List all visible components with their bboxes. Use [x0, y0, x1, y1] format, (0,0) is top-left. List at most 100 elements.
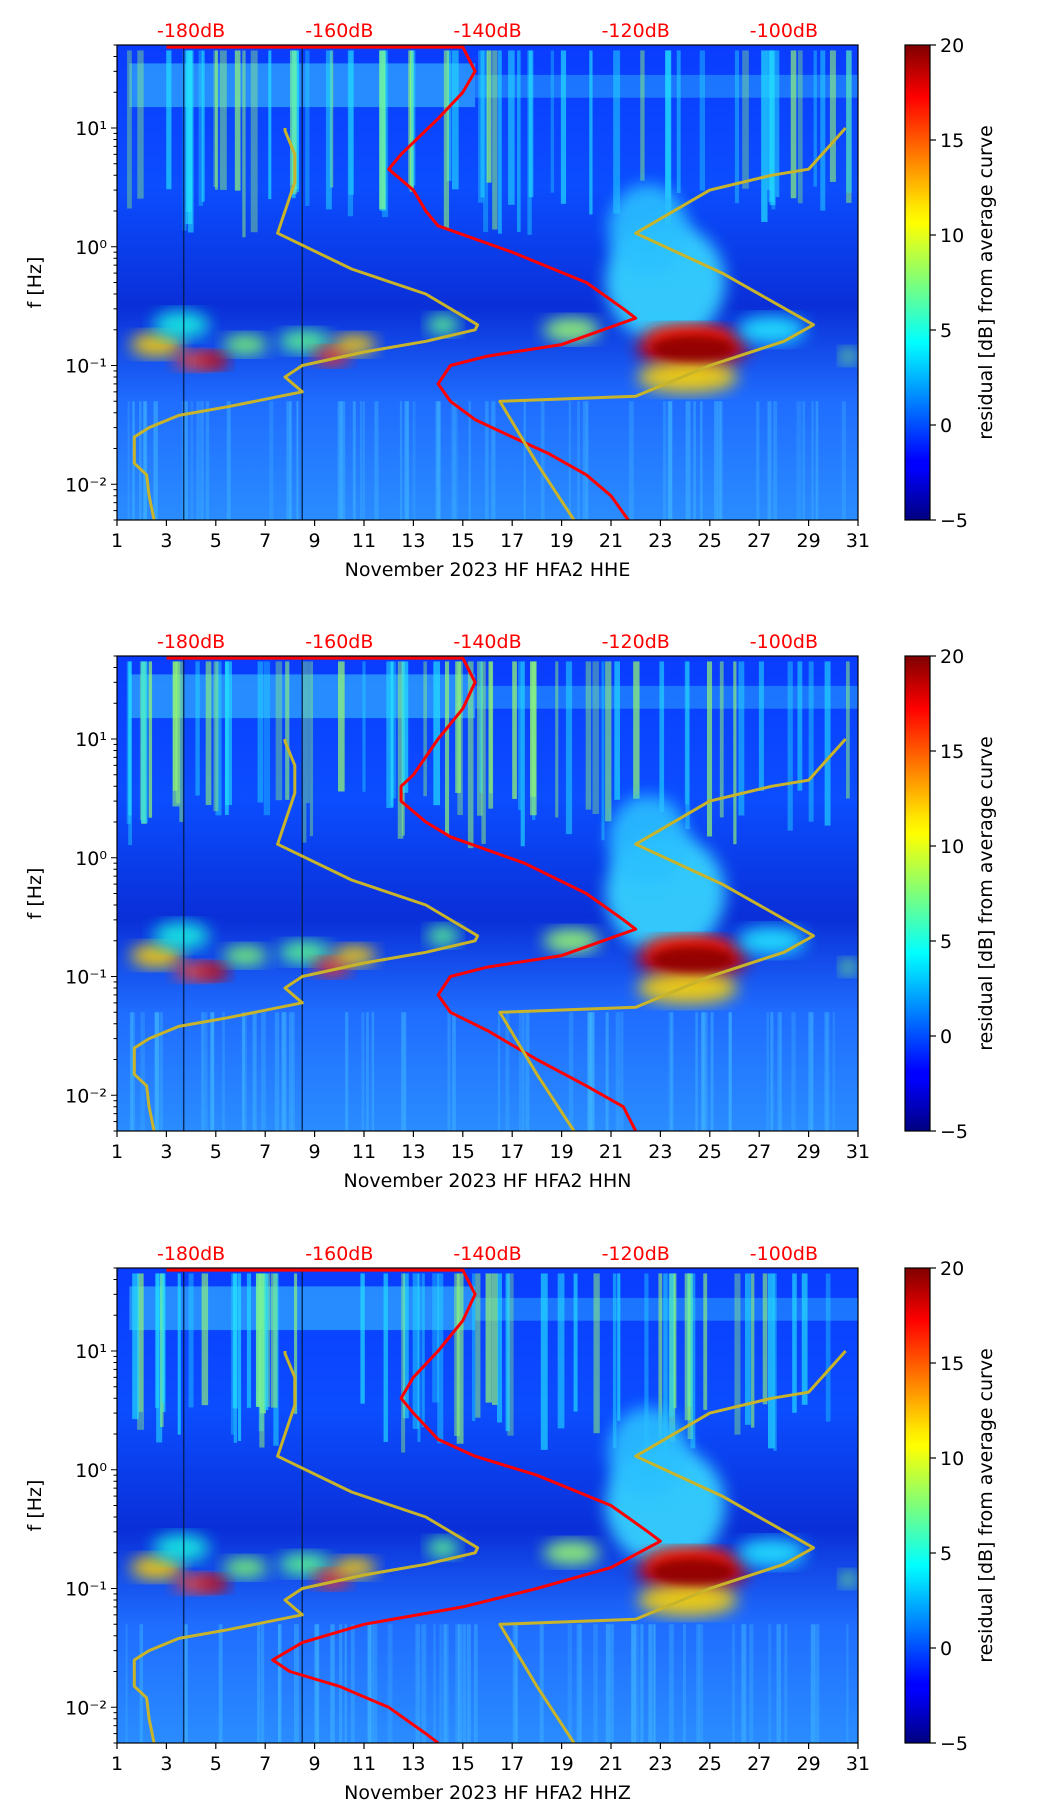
- microseism-core: [652, 335, 733, 362]
- x-tick-label: 25: [698, 1753, 722, 1775]
- streak: [250, 50, 258, 233]
- x-tick-label: 31: [846, 1141, 870, 1163]
- streak: [219, 50, 227, 190]
- lf-streak: [767, 401, 772, 520]
- db-axis-label: -120dB: [602, 631, 670, 653]
- streak: [397, 661, 404, 839]
- lf-streak: [668, 1624, 674, 1743]
- streak: [593, 1273, 600, 1434]
- streak: [285, 661, 290, 800]
- lf-streak: [288, 1012, 293, 1131]
- streak: [801, 1273, 808, 1405]
- microseism-blob: [223, 945, 268, 966]
- streak: [787, 661, 793, 831]
- microseism-core: [652, 946, 733, 973]
- streak: [186, 50, 193, 212]
- streak: [179, 661, 184, 822]
- streak: [846, 50, 852, 203]
- streak: [408, 50, 414, 189]
- lf-streak: [371, 1012, 375, 1131]
- lf-streak: [648, 1624, 653, 1743]
- streak: [775, 50, 780, 198]
- streak: [751, 1273, 755, 1428]
- lf-streak: [811, 1012, 814, 1131]
- lf-streak: [183, 401, 188, 520]
- streak: [166, 50, 172, 190]
- x-tick-label: 27: [747, 1141, 771, 1163]
- lf-streak: [439, 1624, 442, 1743]
- streak: [161, 1273, 165, 1404]
- lf-streak: [340, 401, 346, 520]
- microseism-blob: [201, 352, 230, 369]
- lf-streak: [653, 1624, 656, 1743]
- streak: [613, 50, 621, 214]
- lf-streak: [345, 1012, 349, 1131]
- lf-streak: [770, 1012, 774, 1131]
- colorbar-title: residual [dB] from average curve: [975, 125, 997, 440]
- lf-streak: [608, 1624, 614, 1743]
- streak: [665, 50, 671, 200]
- streak: [198, 50, 204, 206]
- colorbar-tick-label: 10: [940, 836, 964, 858]
- streak: [676, 50, 681, 194]
- streak: [259, 1273, 265, 1448]
- lf-streak: [289, 401, 292, 520]
- x-tick-label: 29: [797, 1141, 821, 1163]
- lf-streak: [293, 1624, 299, 1743]
- streak: [820, 50, 826, 211]
- lf-streak: [698, 1624, 704, 1743]
- lf-streak: [652, 1624, 656, 1743]
- lf-streak: [620, 1012, 624, 1131]
- lf-streak: [704, 1012, 708, 1131]
- streak: [517, 50, 521, 232]
- colorbar-tick-label: 15: [940, 741, 964, 763]
- streak: [127, 50, 132, 209]
- microseism-blob: [737, 1538, 806, 1567]
- lf-streak: [668, 1012, 672, 1131]
- x-tick-label: 13: [401, 530, 425, 552]
- streak: [520, 661, 525, 847]
- lf-streak: [514, 1624, 519, 1743]
- streak: [498, 50, 502, 234]
- colorbar-tick-label: 5: [940, 931, 952, 953]
- x-tick-label: 17: [500, 1753, 524, 1775]
- streak: [137, 50, 144, 199]
- lf-streak: [292, 1012, 295, 1131]
- streak: [213, 661, 219, 812]
- x-tick-label: 19: [550, 1753, 574, 1775]
- streak: [744, 1273, 751, 1425]
- lf-streak: [579, 1624, 583, 1743]
- streak: [402, 1273, 409, 1419]
- x-tick-label: 9: [309, 530, 321, 552]
- lf-streak: [453, 401, 458, 520]
- streak: [483, 50, 489, 233]
- db-axis-label: -120dB: [602, 1243, 670, 1265]
- db-axis-label: -100dB: [750, 1243, 818, 1265]
- microseism-blob: [543, 928, 600, 953]
- streak: [386, 661, 394, 808]
- streak: [347, 50, 354, 217]
- y-tick-label: 10⁻¹: [65, 1579, 107, 1601]
- lf-streak: [366, 1624, 372, 1743]
- lf-streak: [277, 1624, 282, 1743]
- lf-streak: [717, 401, 722, 520]
- streak: [790, 50, 797, 199]
- colorbar-frame: [904, 655, 931, 1132]
- streak: [773, 1273, 777, 1451]
- lf-streak: [127, 401, 130, 520]
- lf-streak: [421, 1624, 427, 1743]
- lf-streak: [729, 1012, 732, 1131]
- y-tick-label: 10¹: [75, 729, 107, 751]
- lf-streak: [196, 401, 200, 520]
- y-tick-label: 10⁰: [75, 1460, 107, 1482]
- db-axis-label: -100dB: [750, 631, 818, 653]
- x-tick-label: 29: [797, 1753, 821, 1775]
- streak: [234, 50, 241, 191]
- y-tick-label: 10⁻²: [65, 1697, 107, 1719]
- streak: [451, 50, 459, 190]
- lf-streak: [667, 401, 673, 520]
- lf-streak: [315, 1624, 319, 1743]
- lf-streak: [814, 1624, 820, 1743]
- streak: [338, 661, 345, 792]
- lf-streak: [784, 1624, 788, 1743]
